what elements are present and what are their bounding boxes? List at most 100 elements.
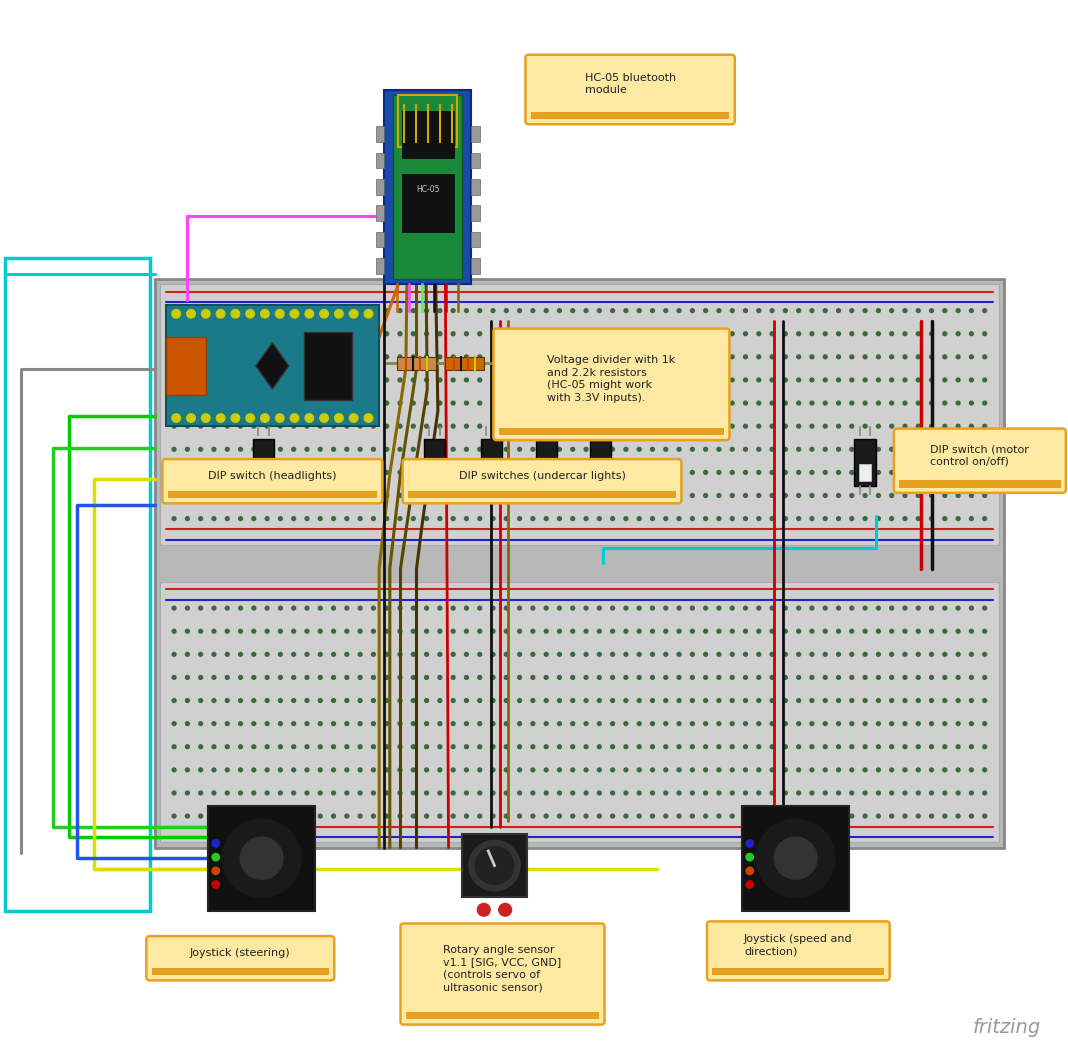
Circle shape — [279, 309, 282, 313]
Circle shape — [677, 517, 681, 520]
Circle shape — [850, 424, 853, 429]
Bar — [899, 480, 1061, 488]
Circle shape — [225, 355, 230, 359]
Circle shape — [438, 814, 442, 818]
Circle shape — [305, 698, 309, 702]
Circle shape — [504, 332, 508, 336]
Circle shape — [943, 332, 946, 336]
Circle shape — [305, 414, 314, 422]
Circle shape — [545, 494, 548, 497]
Circle shape — [731, 630, 734, 633]
Circle shape — [611, 698, 614, 702]
Circle shape — [624, 494, 628, 497]
Circle shape — [345, 630, 349, 633]
Circle shape — [664, 653, 668, 656]
Circle shape — [638, 607, 641, 610]
Circle shape — [943, 721, 946, 726]
Circle shape — [836, 768, 841, 772]
Circle shape — [186, 494, 189, 497]
Circle shape — [704, 378, 708, 382]
Circle shape — [731, 814, 734, 818]
Circle shape — [187, 310, 195, 318]
Circle shape — [784, 309, 787, 313]
Circle shape — [970, 814, 973, 818]
Circle shape — [372, 744, 375, 749]
Circle shape — [477, 355, 482, 359]
Bar — [397, 357, 436, 370]
Circle shape — [810, 355, 814, 359]
Circle shape — [465, 698, 469, 702]
Circle shape — [384, 698, 389, 702]
Circle shape — [265, 814, 269, 818]
Circle shape — [504, 791, 508, 795]
Circle shape — [810, 378, 814, 382]
Circle shape — [265, 698, 269, 702]
Circle shape — [238, 721, 242, 726]
Circle shape — [172, 494, 176, 497]
Circle shape — [345, 653, 349, 656]
Circle shape — [518, 698, 521, 702]
Circle shape — [943, 424, 946, 429]
Circle shape — [384, 814, 389, 818]
Circle shape — [904, 744, 907, 749]
Circle shape — [810, 309, 814, 313]
Circle shape — [929, 630, 933, 633]
Circle shape — [597, 378, 601, 382]
Circle shape — [743, 471, 748, 474]
Circle shape — [345, 332, 349, 336]
Circle shape — [518, 607, 521, 610]
Circle shape — [611, 791, 614, 795]
Circle shape — [225, 471, 230, 474]
Circle shape — [650, 791, 655, 795]
Circle shape — [877, 653, 880, 656]
Circle shape — [584, 494, 588, 497]
Circle shape — [222, 819, 301, 897]
Circle shape — [252, 517, 255, 520]
Circle shape — [584, 744, 588, 749]
Circle shape — [956, 309, 960, 313]
Circle shape — [225, 814, 230, 818]
Circle shape — [531, 494, 535, 497]
Circle shape — [332, 309, 335, 313]
Circle shape — [916, 471, 921, 474]
Circle shape — [597, 471, 601, 474]
Circle shape — [757, 721, 760, 726]
Circle shape — [518, 653, 521, 656]
Circle shape — [276, 310, 284, 318]
Circle shape — [638, 378, 641, 382]
Circle shape — [398, 401, 402, 405]
Circle shape — [186, 814, 189, 818]
Circle shape — [890, 768, 894, 772]
Circle shape — [398, 332, 402, 336]
Circle shape — [491, 768, 494, 772]
Circle shape — [863, 676, 867, 679]
Circle shape — [372, 814, 375, 818]
Circle shape — [252, 494, 255, 497]
Circle shape — [638, 309, 641, 313]
Circle shape — [451, 309, 455, 313]
Circle shape — [650, 630, 655, 633]
Circle shape — [465, 309, 469, 313]
Circle shape — [238, 332, 242, 336]
Circle shape — [318, 378, 323, 382]
Circle shape — [690, 332, 694, 336]
Circle shape — [743, 424, 748, 429]
Circle shape — [983, 744, 987, 749]
Circle shape — [332, 698, 335, 702]
Circle shape — [318, 448, 323, 451]
Circle shape — [836, 607, 841, 610]
Circle shape — [238, 494, 242, 497]
Circle shape — [345, 791, 349, 795]
Circle shape — [172, 768, 176, 772]
Circle shape — [797, 401, 801, 405]
Circle shape — [199, 471, 203, 474]
Circle shape — [186, 448, 189, 451]
Circle shape — [743, 814, 748, 818]
Circle shape — [477, 903, 490, 916]
Circle shape — [929, 448, 933, 451]
Circle shape — [213, 378, 216, 382]
Circle shape — [318, 676, 323, 679]
Circle shape — [943, 791, 946, 795]
Circle shape — [372, 698, 375, 702]
Circle shape — [850, 814, 853, 818]
